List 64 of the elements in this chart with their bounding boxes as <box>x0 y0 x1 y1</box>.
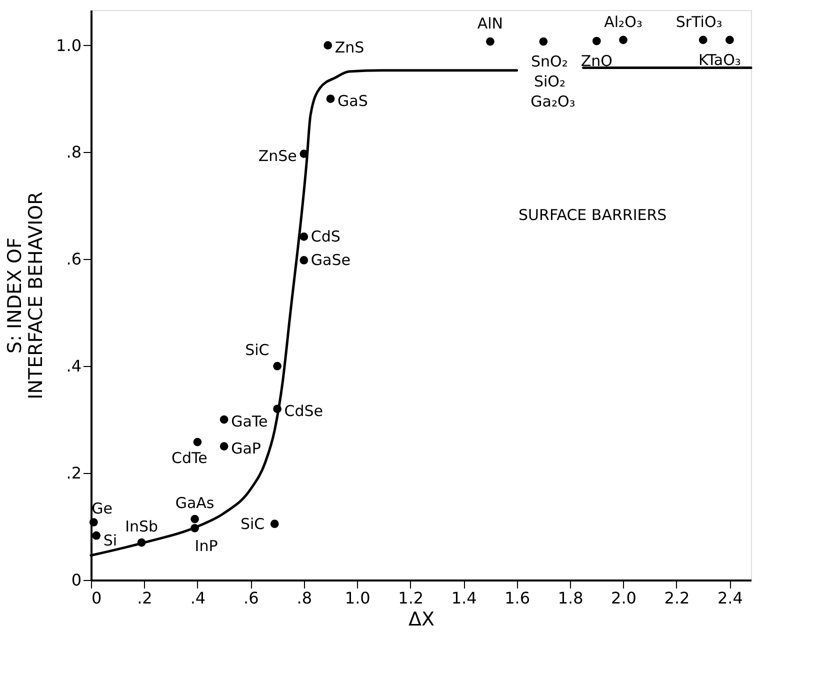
annotation: Al₂O₃ <box>604 12 642 31</box>
point <box>324 41 332 50</box>
x-tick-label: 1.4 <box>451 588 477 608</box>
annotation: CdSe <box>284 402 324 420</box>
annotation: ZnS <box>334 38 364 56</box>
x-tick-label: 1.6 <box>504 588 530 608</box>
annotation: ZnSe <box>258 146 297 165</box>
annotation: SURFACE BARRIERS <box>518 206 667 224</box>
point <box>92 531 101 540</box>
y-tick-label: .2 <box>66 464 82 483</box>
annotation: Ge <box>92 499 113 518</box>
x-axis-title: ΔX <box>408 608 435 630</box>
y-axis-title: S: INDEX OF INTERFACE BEHAVIOR <box>4 192 48 400</box>
x-tick-label: 1.2 <box>398 588 424 608</box>
annotation: KTaO₃ <box>698 50 741 69</box>
x-tick-label: 0 <box>92 588 102 608</box>
x-tick-label: 1.0 <box>344 588 370 608</box>
y-tick-label: 0 <box>71 570 82 590</box>
annotation: GaSe <box>310 251 350 270</box>
annotation: ZnO <box>580 52 612 70</box>
x-tick-label: 1.8 <box>558 588 584 608</box>
x-tick-label: .4 <box>190 588 206 608</box>
x-tick-label: 2.2 <box>664 588 690 608</box>
annotation: SiC <box>245 341 270 360</box>
annotation: CdS <box>310 228 340 246</box>
annotation: SnO₂ <box>530 52 568 71</box>
annotation: GaAs <box>175 494 214 512</box>
point <box>270 520 279 528</box>
annotation: InSb <box>125 518 158 536</box>
annotation: GaTe <box>231 412 268 431</box>
annotation: AlN <box>477 14 504 33</box>
x-tick-label: 2.4 <box>717 588 743 608</box>
annotation: InP <box>194 537 218 556</box>
annotation: GaS <box>338 92 368 110</box>
point <box>486 37 494 46</box>
y-tick-label: .4 <box>66 356 82 376</box>
annotation: SiC <box>240 514 265 533</box>
point <box>326 94 335 103</box>
annotation: CdTe <box>172 449 208 468</box>
point <box>539 37 548 46</box>
annotation: Ga₂O₃ <box>530 92 576 110</box>
annotation: SiO₂ <box>534 72 566 90</box>
annotation: GaP <box>231 439 261 458</box>
y-tick-label: .8 <box>66 142 82 162</box>
y-tick-label: 1.0 <box>56 36 82 55</box>
point <box>300 232 308 241</box>
annotation: Si <box>103 532 118 550</box>
point <box>193 438 202 446</box>
y-tick-label: .6 <box>66 250 82 269</box>
point <box>698 36 708 44</box>
point <box>300 256 308 264</box>
annotation: SrTiO₃ <box>676 12 722 31</box>
x-tick-label: .2 <box>137 588 152 608</box>
point <box>619 36 628 44</box>
point <box>220 415 228 424</box>
point <box>726 36 734 44</box>
x-tick-label: .6 <box>244 588 259 608</box>
x-tick-label: 2.0 <box>611 588 636 608</box>
point <box>273 362 282 370</box>
point <box>592 36 601 46</box>
x-tick-label: .8 <box>296 588 312 608</box>
point <box>89 518 98 526</box>
point <box>220 442 228 450</box>
point <box>190 514 199 524</box>
